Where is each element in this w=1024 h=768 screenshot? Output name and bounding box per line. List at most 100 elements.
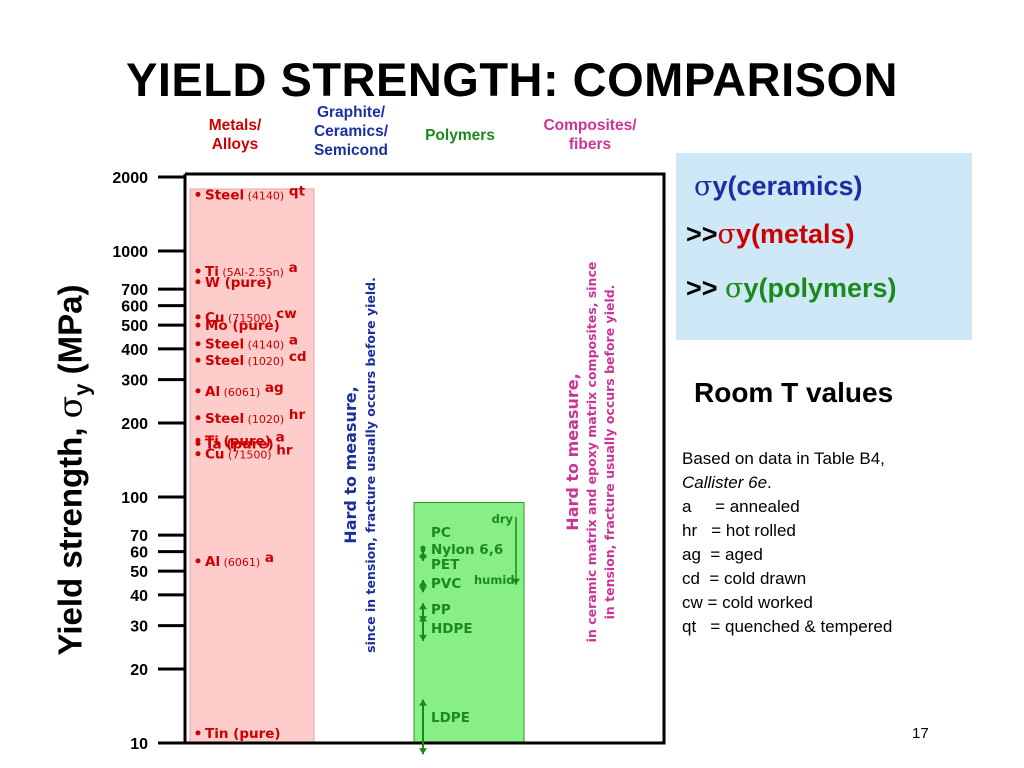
polymer-label: PC [431,525,451,541]
note-text: cd = cold drawn [682,569,807,588]
summary-polymers-text: y(polymers) [743,273,897,303]
metal-data-point [195,279,201,285]
polymer-range-arrowhead [419,748,427,755]
metal-label: Cu (71500) cw [205,306,297,326]
note-line: cw = cold worked [682,593,813,613]
room-temperature-label: Room T values [694,377,894,408]
metal-label: Ta (pure) [205,437,274,453]
metal-data-point [195,441,201,447]
category-label-polymers: Polymers [408,126,512,145]
ceramics-note-line1: Hard to measure, [341,386,360,543]
polymer-label: PP [431,602,451,618]
summary-line-ceramics: σy(ceramics) [694,171,863,202]
metal-label: Mo (pure) [205,318,280,334]
note-line: Callister 6e. [682,473,772,493]
y-tick-label: 10 [130,736,148,753]
polymer-label: Nylon 6,6 [431,542,503,558]
composites-note-line1: Hard to measure, [563,373,582,530]
summary-prefix: >> [686,273,726,303]
metal-label: Al (6061) ag [205,380,284,400]
metal-condition: a [284,260,298,276]
metal-spec: (4140) [244,339,284,352]
composites-note-line3: in tension, fracture usually occurs befo… [602,285,617,620]
summary-metals-text: y(metals) [735,219,855,249]
summary-line-metals: >>σy(metals) [686,219,855,250]
polymer-label: PVC [431,576,461,592]
metal-name: Tin (pure) [205,726,281,742]
note-text: a = annealed [682,497,800,516]
metal-data-point [195,388,201,394]
metal-spec: (6061) [220,386,260,399]
y-tick-label: 1000 [112,244,148,261]
category-label-line: Semicond [313,142,389,159]
metal-data-point [195,268,201,274]
note-line: hr = hot rolled [682,521,796,541]
note-line: Based on data in Table B4, [682,449,885,469]
metal-condition: hr [284,407,305,423]
polymer-range-arrowhead [419,699,427,706]
category-label-line: Metals/ [208,117,262,134]
summary-line-polymers: >> σy(polymers) [686,273,897,304]
sigma-symbol: σ [694,171,713,202]
polymers-range-bar [413,502,525,744]
metal-name: Mo (pure) [205,318,280,334]
note-line: a = annealed [682,497,800,517]
nylon-data-point [420,554,426,560]
metal-data-point [195,322,201,328]
metals-range-bar [189,188,315,744]
metal-data-point [195,191,201,197]
y-tick-label: 200 [121,416,148,433]
category-label-line: Ceramics/ [313,123,389,140]
metal-condition: a [284,333,298,349]
metal-label: W (pure) [205,275,272,291]
nylon-data-point [420,547,426,553]
sigma-symbol: σ [725,273,744,304]
category-label-line: Composites/ [543,117,637,134]
metal-label: Steel (4140) qt [205,183,306,203]
metal-condition: ag [260,380,283,396]
summary-prefix: >> [686,219,718,249]
y-tick-label: 300 [121,373,148,390]
polymer-range-arrowhead [419,603,427,610]
note-text: hr = hot rolled [682,521,796,540]
plot-frame [185,172,666,745]
metal-spec: (71500) [225,312,272,325]
y-tick-label: 400 [121,342,148,359]
y-tick-label: 50 [130,564,148,581]
y-tick-label: 100 [121,490,148,507]
note-line: qt = quenched & tempered [682,617,892,637]
y-tick-label: 60 [130,545,148,562]
metal-label: Cu (71500) hr [205,443,293,463]
y-tick-label: 2000 [112,170,148,187]
metal-data-point [195,558,201,564]
metal-condition: a [260,550,274,566]
metal-name: Ti [205,264,219,280]
metal-data-point [195,314,201,320]
summary-box: σy(ceramics) >>σy(metals) >> σy(polymers… [676,153,972,340]
metal-data-point [195,341,201,347]
polymer-range-arrowhead [419,586,427,593]
category-label-metals: Metals/Alloys [185,116,285,154]
ceramics-note-line2: since in tension, fracture usually occur… [363,277,378,653]
metal-name: Steel [205,187,244,203]
metal-label: Ti (5Al-2.5Sn) a [205,260,298,280]
note-text: cw = cold worked [682,593,813,612]
category-label-line: Graphite/ [316,104,386,121]
summary-ceramics-text: y(ceramics) [712,171,863,201]
polymer-range-arrowhead [419,634,427,641]
metal-data-point [195,415,201,421]
metal-label: Steel (1020) cd [205,349,307,369]
metal-name: Cu [205,310,225,326]
page-title: YIELD STRENGTH: COMPARISON [126,53,898,106]
y-tick-label: 500 [121,318,148,335]
page-number: 17 [912,725,929,742]
category-label-line: Alloys [211,136,259,153]
y-tick-label: 30 [130,619,148,636]
y-tick-label: 70 [130,528,148,545]
metal-label: Ti (pure) a [205,429,285,449]
nylon-range-arrowhead [512,578,520,585]
metal-name: Steel [205,353,244,369]
nylon-humid-label: humid [474,573,515,587]
polymer-range-arrowhead [419,615,427,622]
metal-data-point [195,730,201,736]
